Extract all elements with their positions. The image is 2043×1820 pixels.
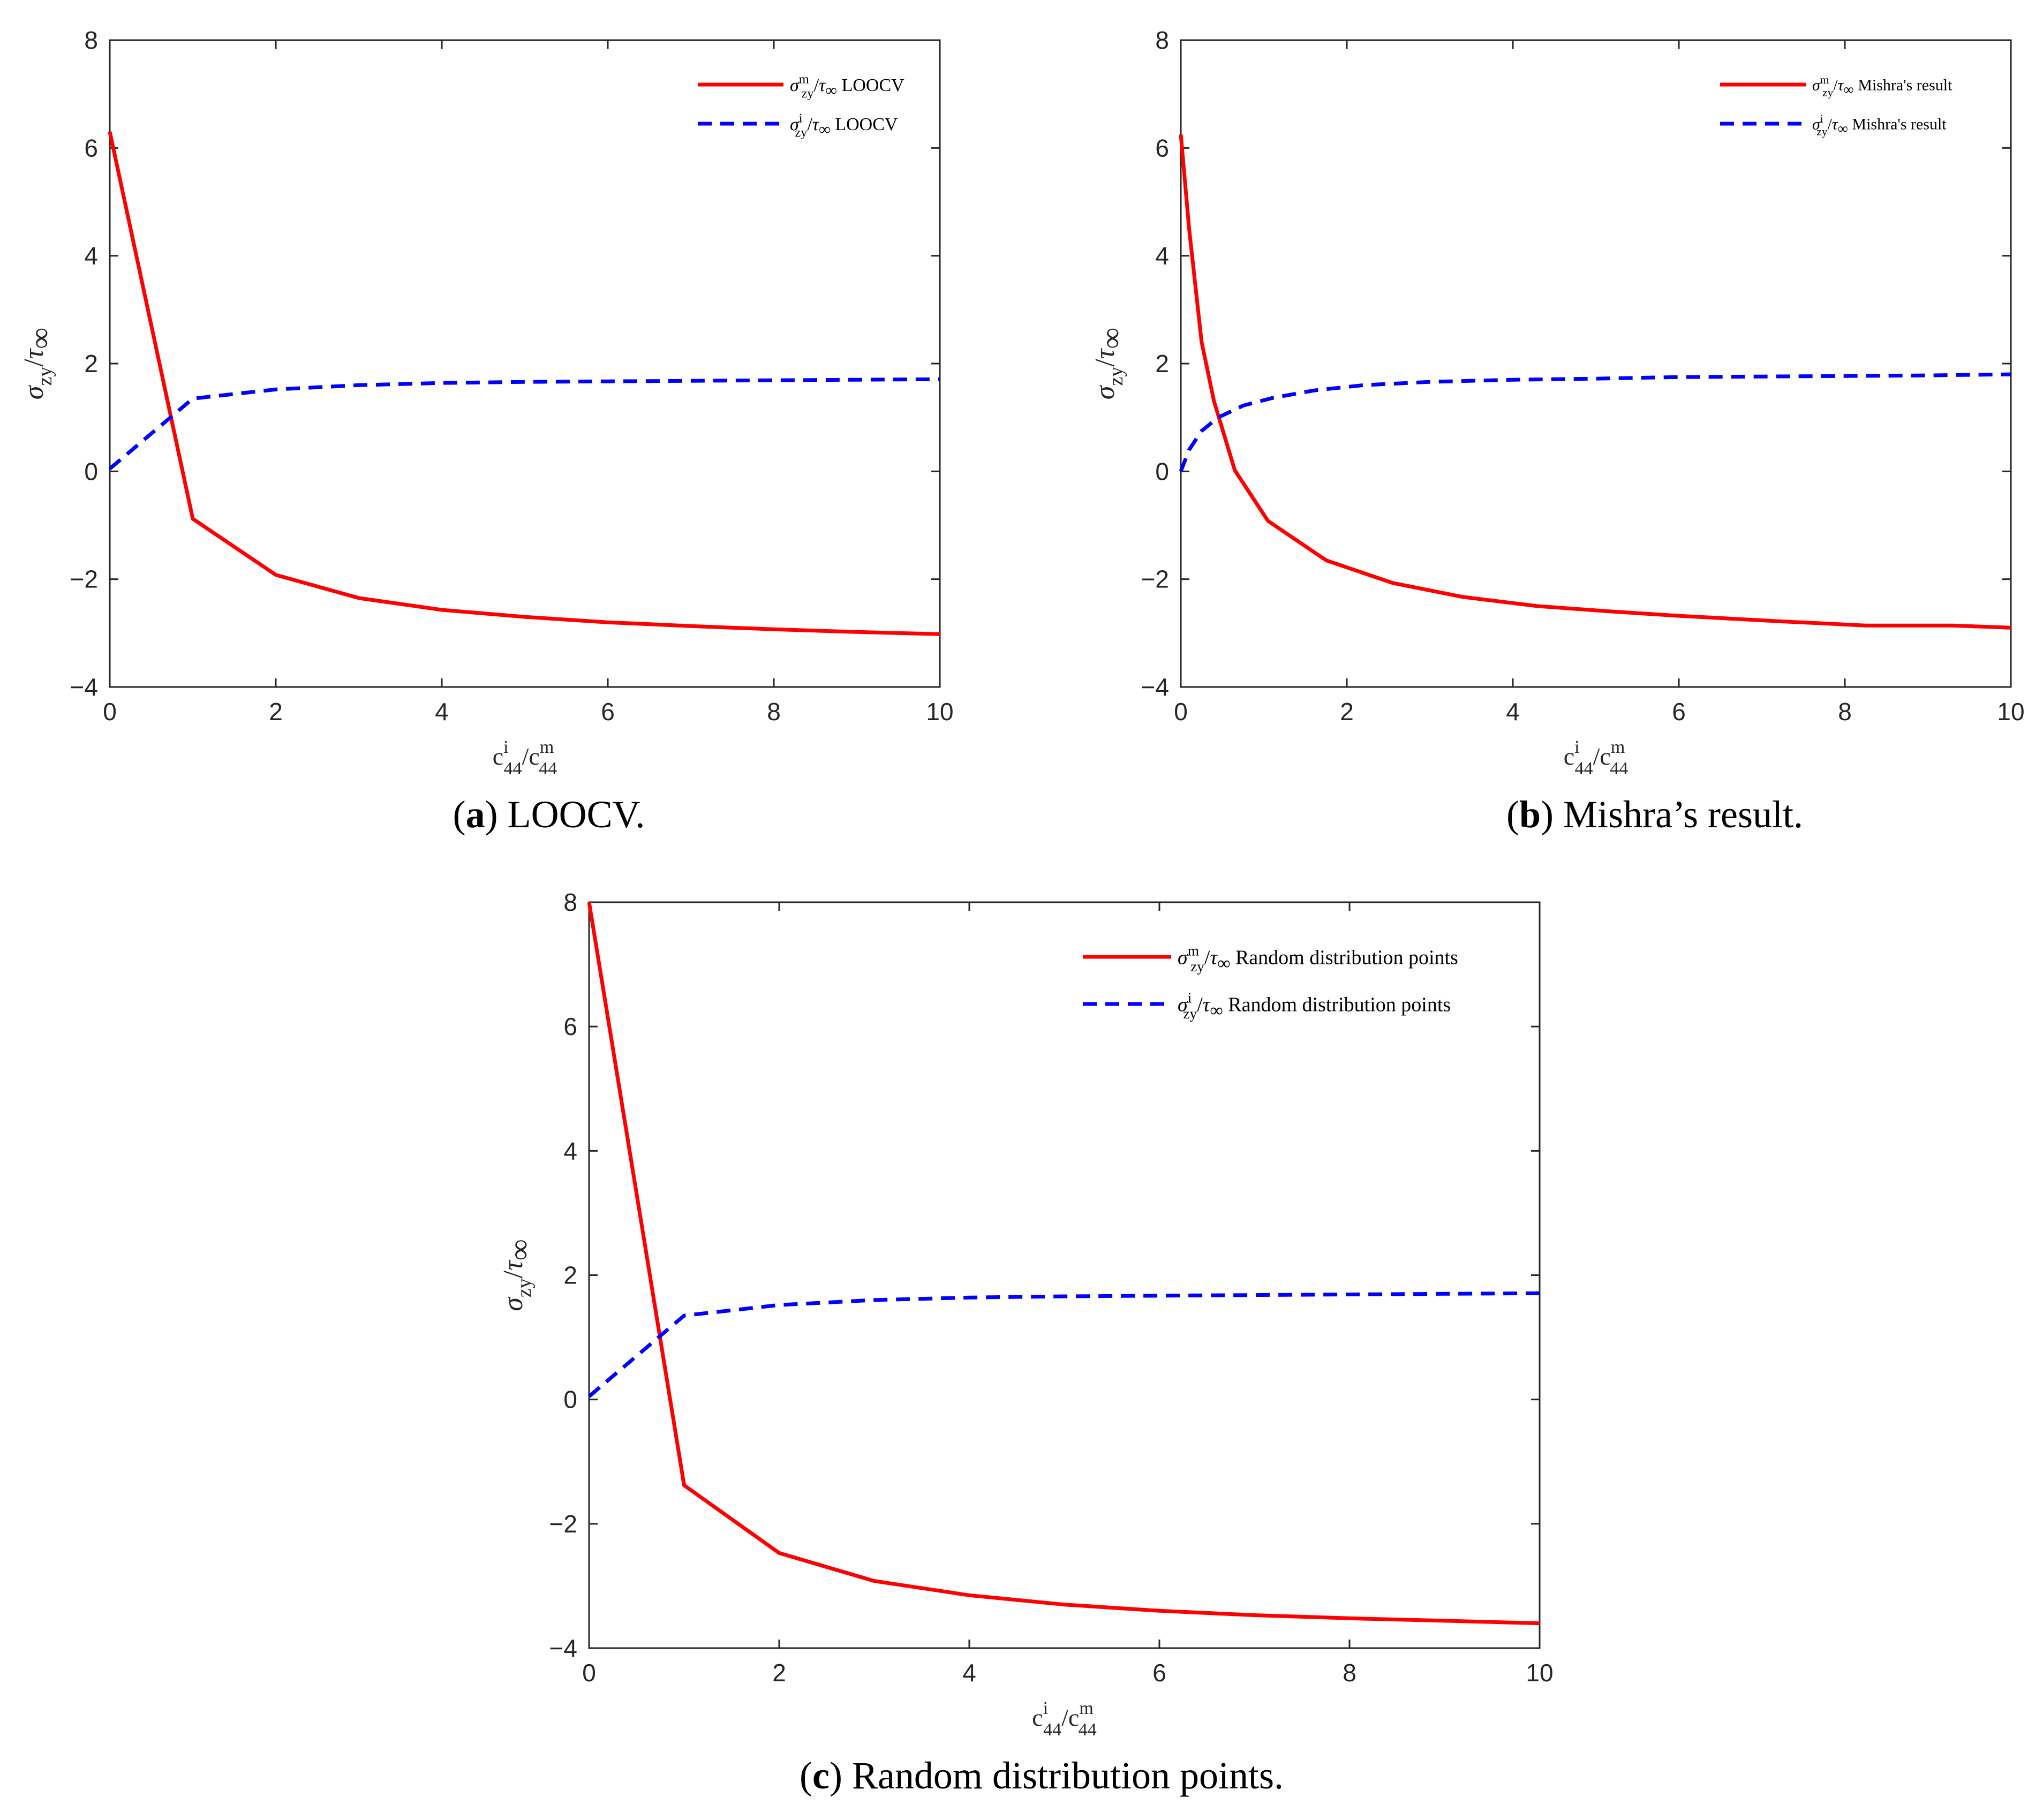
series-matrix-line	[587, 902, 1540, 1626]
legend-entry: σi zy/τ∞ Mishra's result	[1812, 112, 1947, 138]
x-tick-label: 2	[772, 1659, 786, 1687]
legend-entry: σi zy/τ∞ Random distribution points	[1178, 990, 1451, 1022]
x-tick-label: 4	[1506, 698, 1520, 726]
y-tick-label: −4	[1141, 673, 1169, 701]
y-tick-label: 2	[563, 1262, 577, 1289]
x-tick-label: 6	[1672, 698, 1686, 726]
x-tick-label: 6	[601, 698, 615, 726]
y-tick-label: −2	[70, 565, 98, 593]
y-tick-label: 0	[84, 457, 98, 485]
series-matrix-line	[1179, 134, 2011, 630]
x-tick-label: 0	[1174, 698, 1188, 726]
y-tick-label: 6	[84, 134, 98, 162]
axes-box	[1180, 39, 2012, 688]
y-tick-label: 6	[1155, 134, 1169, 162]
y-axis-label: σzy/τ∞	[1090, 328, 1128, 400]
x-axis-label: ci 44/cm 44	[493, 737, 557, 779]
y-tick-label: 0	[563, 1386, 577, 1414]
panel-a: 0 2 4 6 8 10 −4 −2 0 2 4 6 8 σm zy/τ∞ LOOCV σi zy/τ∞ LOO…	[19, 26, 954, 836]
x-axis-label: ci 44/cm 44	[1032, 1698, 1097, 1740]
y-tick-label: 4	[84, 242, 98, 270]
y-tick-label: 4	[1155, 242, 1169, 270]
x-tick-label: 8	[1838, 698, 1852, 726]
panel-caption: (c) Random distribution points.	[800, 1754, 1284, 1797]
legend-entry: σm zy/τ∞ Mishra's result	[1812, 73, 1952, 99]
panel-caption: (a) LOOCV.	[453, 793, 645, 836]
series-inclusion-line	[587, 1291, 1540, 1398]
y-tick-label: 6	[563, 1013, 577, 1040]
series-inclusion-line	[108, 377, 940, 470]
x-tick-label: 4	[962, 1659, 976, 1687]
x-tick-label: 6	[1152, 1659, 1166, 1687]
x-tick-label: 10	[926, 698, 953, 726]
legend-entry: σm zy/τ∞ LOOCV	[790, 72, 904, 101]
x-tick-label: 2	[1340, 698, 1354, 726]
y-tick-label: 2	[84, 350, 98, 377]
x-tick-label: 10	[1997, 698, 2024, 726]
panel-c: 0 2 4 6 8 10 −4 −2 0 2 4 6 8 σm zy/τ∞ Random distribut…	[498, 888, 1554, 1797]
y-tick-label: −4	[70, 673, 98, 701]
x-tick-label: 2	[269, 698, 283, 726]
y-tick-label: 0	[1155, 457, 1169, 485]
y-tick-label: 2	[1155, 350, 1169, 377]
x-tick-label: 0	[103, 698, 117, 726]
panel-caption: (b) Mishra’s result.	[1506, 793, 1803, 836]
panel-b: 0 2 4 6 8 10 −4 −2 0 2 4 6 8 σm zy/τ∞ Mishra's result σ…	[1090, 26, 2025, 836]
series-matrix-line	[108, 131, 940, 636]
legend-entry: σm zy/τ∞ Random distribution points	[1178, 942, 1458, 975]
x-tick-label: 8	[767, 698, 781, 726]
y-tick-label: −4	[549, 1634, 577, 1662]
y-tick-label: −2	[549, 1510, 577, 1538]
legend-entry: σi zy/τ∞ LOOCV	[790, 111, 898, 140]
y-axis-label: σzy/τ∞	[19, 328, 57, 400]
series-inclusion-line	[1179, 372, 2011, 472]
y-tick-label: 4	[563, 1137, 577, 1165]
x-tick-label: 10	[1526, 1659, 1553, 1687]
x-tick-label: 4	[435, 698, 449, 726]
y-axis-label: σzy/τ∞	[498, 1239, 537, 1311]
y-tick-label: 8	[1155, 26, 1169, 54]
axes-box	[109, 39, 941, 688]
x-tick-label: 0	[582, 1659, 596, 1687]
y-tick-label: −2	[1141, 565, 1169, 593]
x-tick-label: 8	[1343, 1659, 1356, 1687]
y-tick-label: 8	[84, 26, 98, 54]
x-axis-label: ci 44/cm 44	[1564, 737, 1629, 779]
y-tick-label: 8	[563, 888, 577, 916]
